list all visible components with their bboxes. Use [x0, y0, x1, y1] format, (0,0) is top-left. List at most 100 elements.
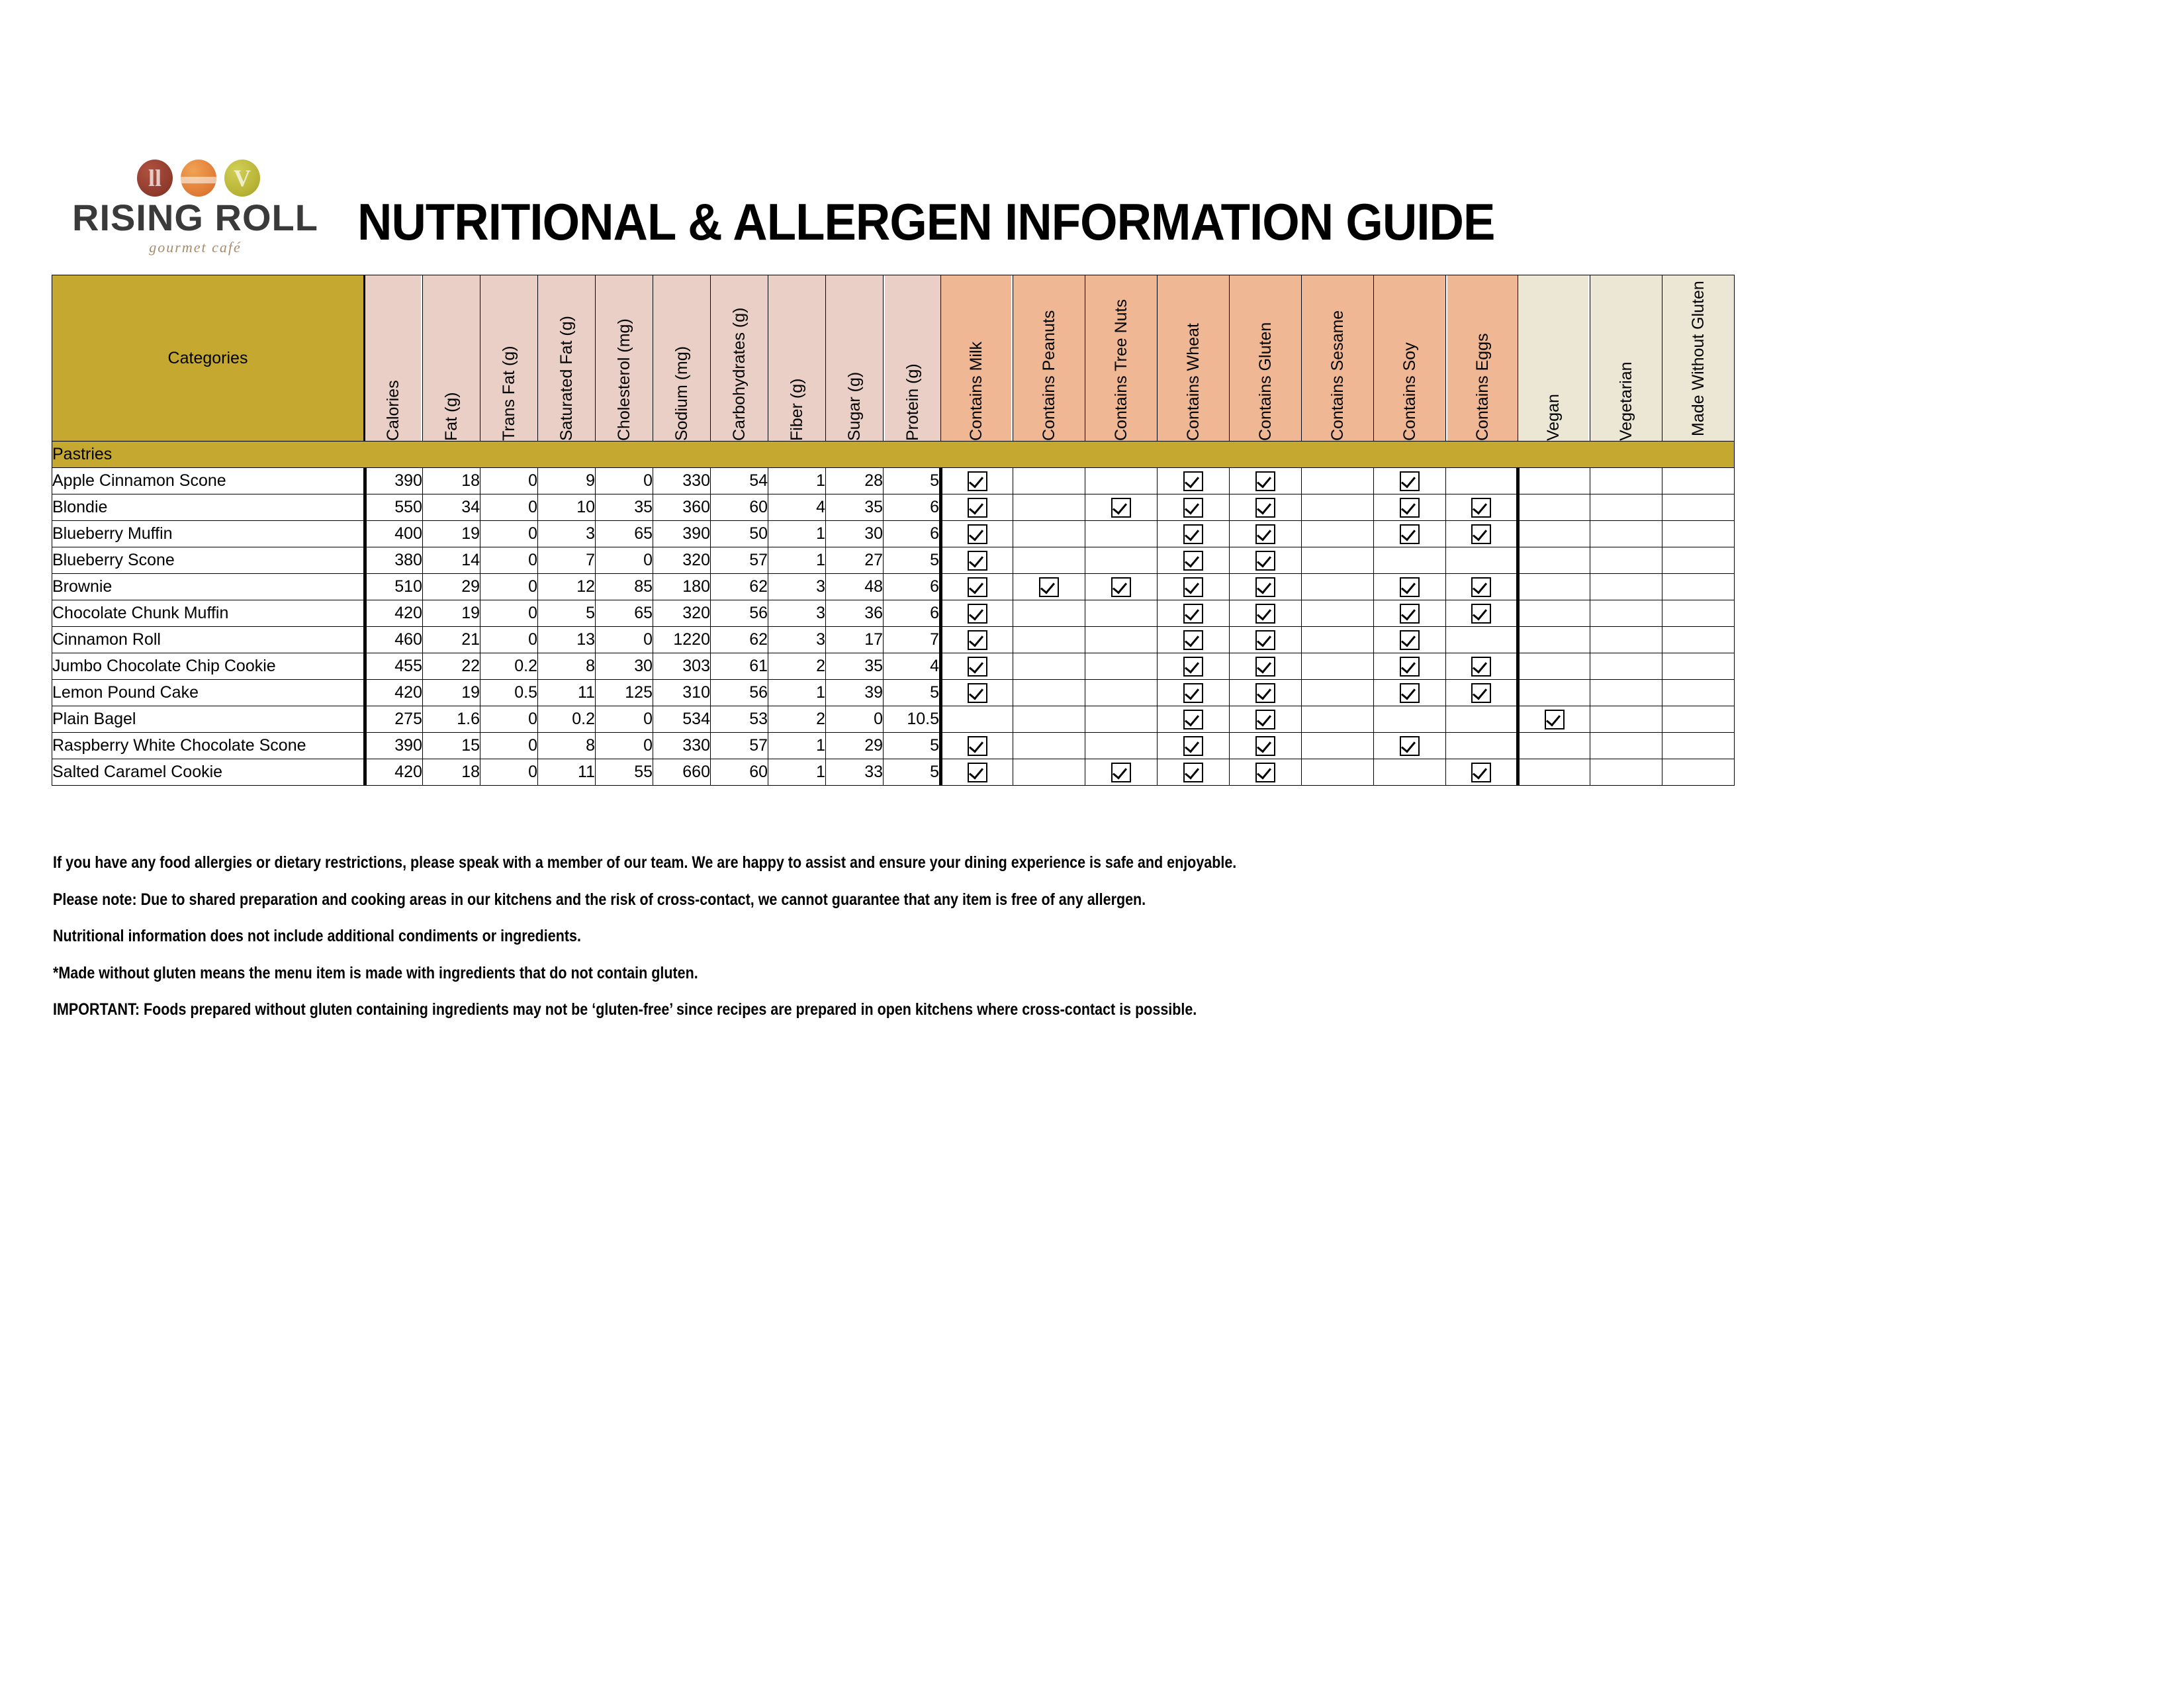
allergen-cell-contains-eggs[interactable] [1445, 600, 1520, 627]
allergen-cell-contains-tree-nuts[interactable] [1085, 759, 1158, 786]
diet-cell-vegan[interactable] [1518, 494, 1590, 521]
allergen-cell-contains-gluten[interactable] [1229, 759, 1302, 786]
allergen-cell-contains-peanuts[interactable] [1013, 494, 1085, 521]
allergen-cell-contains-wheat[interactable] [1157, 547, 1230, 574]
allergen-cell-contains-milk[interactable] [939, 467, 1013, 494]
allergen-cell-contains-soy[interactable] [1373, 467, 1446, 494]
allergen-cell-contains-tree-nuts[interactable] [1085, 494, 1158, 521]
diet-cell-vegetarian[interactable] [1590, 626, 1662, 653]
allergen-cell-contains-milk[interactable] [939, 732, 1013, 759]
diet-cell-made-without-gluten[interactable] [1662, 494, 1735, 521]
allergen-cell-contains-milk[interactable] [939, 520, 1013, 547]
allergen-cell-contains-peanuts[interactable] [1013, 547, 1085, 574]
allergen-cell-contains-peanuts[interactable] [1013, 759, 1085, 786]
diet-cell-made-without-gluten[interactable] [1662, 759, 1735, 786]
allergen-cell-contains-sesame[interactable] [1301, 520, 1374, 547]
diet-cell-vegetarian[interactable] [1590, 759, 1662, 786]
allergen-cell-contains-sesame[interactable] [1301, 494, 1374, 521]
allergen-cell-contains-soy[interactable] [1373, 732, 1446, 759]
diet-cell-vegan[interactable] [1518, 706, 1590, 733]
diet-cell-made-without-gluten[interactable] [1662, 467, 1735, 494]
diet-cell-vegetarian[interactable] [1590, 547, 1662, 574]
allergen-cell-contains-wheat[interactable] [1157, 759, 1230, 786]
allergen-cell-contains-soy[interactable] [1373, 706, 1446, 733]
allergen-cell-contains-tree-nuts[interactable] [1085, 706, 1158, 733]
allergen-cell-contains-sesame[interactable] [1301, 600, 1374, 627]
allergen-cell-contains-milk[interactable] [939, 653, 1013, 680]
allergen-cell-contains-eggs[interactable] [1445, 520, 1520, 547]
diet-cell-vegetarian[interactable] [1590, 520, 1662, 547]
allergen-cell-contains-gluten[interactable] [1229, 573, 1302, 600]
allergen-cell-contains-peanuts[interactable] [1013, 626, 1085, 653]
allergen-cell-contains-milk[interactable] [939, 573, 1013, 600]
allergen-cell-contains-peanuts[interactable] [1013, 653, 1085, 680]
allergen-cell-contains-eggs[interactable] [1445, 494, 1520, 521]
allergen-cell-contains-wheat[interactable] [1157, 494, 1230, 521]
allergen-cell-contains-soy[interactable] [1373, 494, 1446, 521]
allergen-cell-contains-sesame[interactable] [1301, 547, 1374, 574]
allergen-cell-contains-soy[interactable] [1373, 626, 1446, 653]
allergen-cell-contains-gluten[interactable] [1229, 467, 1302, 494]
allergen-cell-contains-tree-nuts[interactable] [1085, 626, 1158, 653]
allergen-cell-contains-gluten[interactable] [1229, 732, 1302, 759]
diet-cell-vegan[interactable] [1518, 732, 1590, 759]
allergen-cell-contains-wheat[interactable] [1157, 679, 1230, 706]
allergen-cell-contains-wheat[interactable] [1157, 706, 1230, 733]
allergen-cell-contains-wheat[interactable] [1157, 732, 1230, 759]
allergen-cell-contains-eggs[interactable] [1445, 626, 1520, 653]
diet-cell-made-without-gluten[interactable] [1662, 573, 1735, 600]
diet-cell-vegetarian[interactable] [1590, 653, 1662, 680]
allergen-cell-contains-peanuts[interactable] [1013, 706, 1085, 733]
allergen-cell-contains-sesame[interactable] [1301, 626, 1374, 653]
allergen-cell-contains-sesame[interactable] [1301, 467, 1374, 494]
diet-cell-vegetarian[interactable] [1590, 706, 1662, 733]
allergen-cell-contains-soy[interactable] [1373, 547, 1446, 574]
diet-cell-made-without-gluten[interactable] [1662, 626, 1735, 653]
diet-cell-vegan[interactable] [1518, 759, 1590, 786]
allergen-cell-contains-peanuts[interactable] [1013, 467, 1085, 494]
allergen-cell-contains-sesame[interactable] [1301, 679, 1374, 706]
allergen-cell-contains-eggs[interactable] [1445, 732, 1520, 759]
allergen-cell-contains-sesame[interactable] [1301, 732, 1374, 759]
allergen-cell-contains-sesame[interactable] [1301, 573, 1374, 600]
allergen-cell-contains-milk[interactable] [939, 600, 1013, 627]
allergen-cell-contains-sesame[interactable] [1301, 653, 1374, 680]
allergen-cell-contains-milk[interactable] [939, 759, 1013, 786]
allergen-cell-contains-eggs[interactable] [1445, 679, 1520, 706]
allergen-cell-contains-peanuts[interactable] [1013, 573, 1085, 600]
allergen-cell-contains-wheat[interactable] [1157, 653, 1230, 680]
allergen-cell-contains-wheat[interactable] [1157, 573, 1230, 600]
allergen-cell-contains-wheat[interactable] [1157, 520, 1230, 547]
allergen-cell-contains-tree-nuts[interactable] [1085, 467, 1158, 494]
allergen-cell-contains-gluten[interactable] [1229, 626, 1302, 653]
allergen-cell-contains-tree-nuts[interactable] [1085, 600, 1158, 627]
allergen-cell-contains-tree-nuts[interactable] [1085, 653, 1158, 680]
allergen-cell-contains-soy[interactable] [1373, 520, 1446, 547]
diet-cell-vegetarian[interactable] [1590, 600, 1662, 627]
diet-cell-vegetarian[interactable] [1590, 467, 1662, 494]
diet-cell-vegan[interactable] [1518, 467, 1590, 494]
allergen-cell-contains-soy[interactable] [1373, 600, 1446, 627]
allergen-cell-contains-gluten[interactable] [1229, 706, 1302, 733]
allergen-cell-contains-gluten[interactable] [1229, 600, 1302, 627]
diet-cell-vegetarian[interactable] [1590, 573, 1662, 600]
allergen-cell-contains-soy[interactable] [1373, 573, 1446, 600]
allergen-cell-contains-gluten[interactable] [1229, 547, 1302, 574]
allergen-cell-contains-milk[interactable] [939, 679, 1013, 706]
allergen-cell-contains-peanuts[interactable] [1013, 520, 1085, 547]
allergen-cell-contains-sesame[interactable] [1301, 759, 1374, 786]
diet-cell-vegetarian[interactable] [1590, 679, 1662, 706]
allergen-cell-contains-gluten[interactable] [1229, 679, 1302, 706]
allergen-cell-contains-eggs[interactable] [1445, 467, 1520, 494]
diet-cell-vegan[interactable] [1518, 626, 1590, 653]
diet-cell-vegetarian[interactable] [1590, 732, 1662, 759]
allergen-cell-contains-peanuts[interactable] [1013, 679, 1085, 706]
allergen-cell-contains-tree-nuts[interactable] [1085, 573, 1158, 600]
allergen-cell-contains-wheat[interactable] [1157, 600, 1230, 627]
diet-cell-vegan[interactable] [1518, 520, 1590, 547]
allergen-cell-contains-tree-nuts[interactable] [1085, 679, 1158, 706]
allergen-cell-contains-soy[interactable] [1373, 653, 1446, 680]
allergen-cell-contains-tree-nuts[interactable] [1085, 732, 1158, 759]
allergen-cell-contains-sesame[interactable] [1301, 706, 1374, 733]
allergen-cell-contains-gluten[interactable] [1229, 653, 1302, 680]
